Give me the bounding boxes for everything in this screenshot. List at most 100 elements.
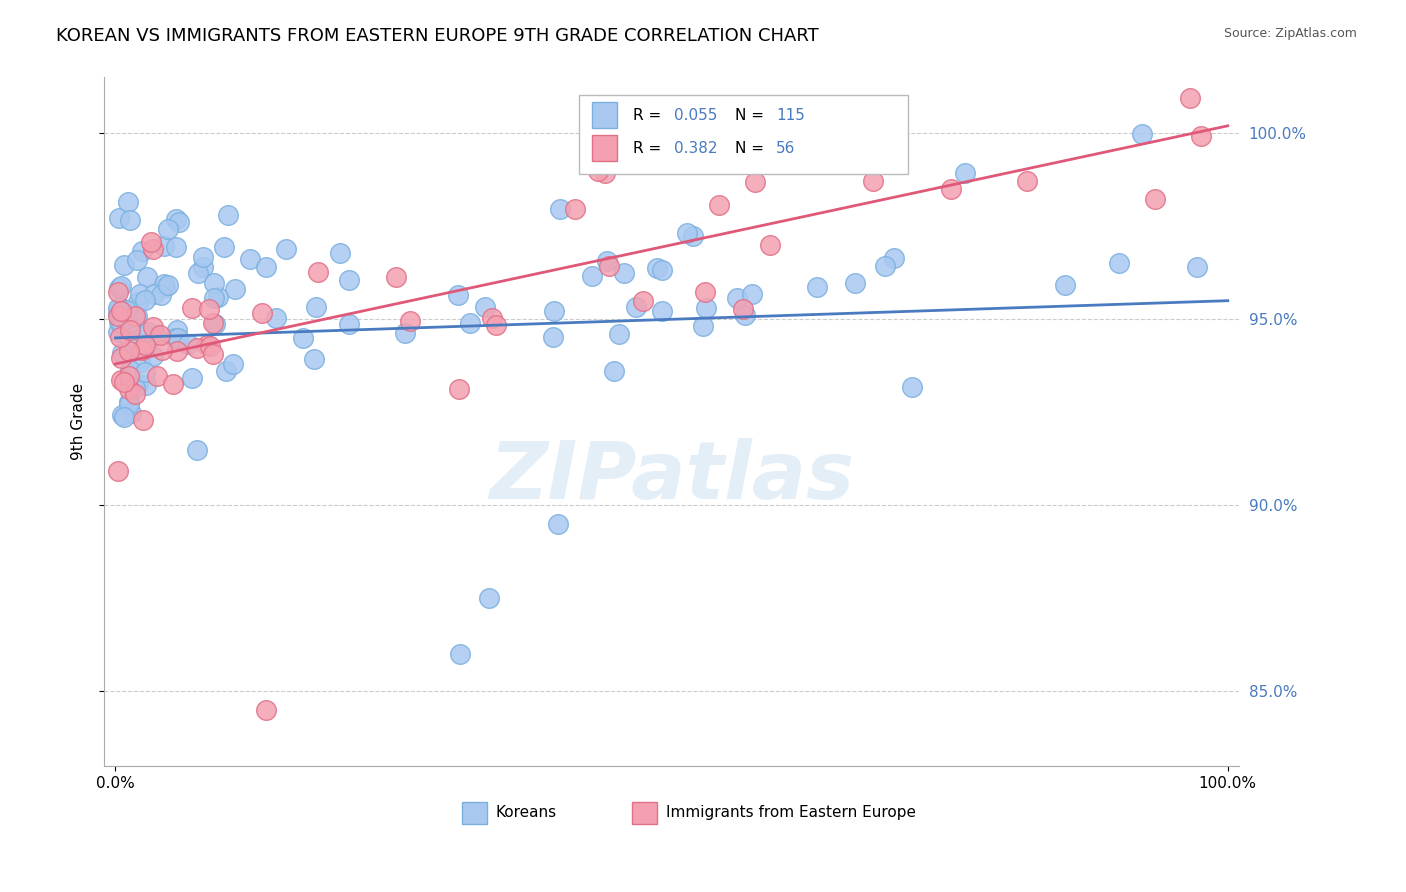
Text: 0.382: 0.382 — [673, 141, 717, 156]
Point — [110, 373, 132, 387]
Text: N =: N = — [735, 108, 769, 123]
Point — [120, 213, 142, 227]
Point — [125, 309, 148, 323]
Point — [207, 290, 229, 304]
Point — [733, 301, 755, 316]
Point — [180, 301, 202, 315]
FancyBboxPatch shape — [592, 136, 617, 161]
Point — [107, 309, 129, 323]
Point — [598, 259, 620, 273]
Point — [394, 326, 416, 340]
Point — [124, 387, 146, 401]
Point — [543, 303, 565, 318]
Point — [1132, 128, 1154, 142]
Point — [131, 343, 153, 357]
Point — [124, 381, 146, 395]
Point — [193, 260, 215, 275]
Point — [115, 312, 138, 326]
Point — [548, 202, 571, 216]
Point — [204, 318, 226, 332]
Point — [305, 300, 328, 314]
Point — [127, 253, 149, 268]
Point — [695, 301, 717, 316]
Point — [111, 409, 134, 423]
Point — [134, 365, 156, 379]
Point — [197, 301, 219, 316]
Point — [141, 235, 163, 250]
Point — [460, 316, 482, 330]
FancyBboxPatch shape — [631, 802, 657, 823]
Point — [118, 344, 141, 359]
Point — [107, 281, 129, 295]
Point — [449, 647, 471, 661]
Point — [134, 293, 156, 307]
Point — [132, 413, 155, 427]
Point — [165, 212, 187, 227]
Point — [118, 330, 141, 344]
Point — [129, 324, 152, 338]
Point — [695, 285, 717, 299]
Point — [883, 251, 905, 265]
Point — [593, 166, 616, 180]
Point — [725, 291, 748, 305]
Point — [177, 337, 200, 351]
Point — [676, 226, 699, 240]
Point — [156, 222, 179, 236]
Point — [112, 409, 135, 424]
Point — [117, 382, 139, 396]
Point — [153, 280, 176, 294]
Text: N =: N = — [735, 141, 769, 156]
Point — [1180, 91, 1202, 105]
Point — [873, 259, 896, 273]
Point — [1185, 260, 1208, 274]
Point — [254, 703, 277, 717]
Point — [692, 318, 714, 333]
Point — [337, 273, 360, 287]
Text: Koreans: Koreans — [496, 805, 557, 820]
Point — [485, 318, 508, 332]
Point — [112, 258, 135, 272]
Point — [254, 260, 277, 274]
Text: Source: ZipAtlas.com: Source: ZipAtlas.com — [1223, 27, 1357, 40]
Point — [744, 175, 766, 189]
Text: 0.055: 0.055 — [673, 108, 717, 123]
Point — [1053, 278, 1076, 293]
Point — [1108, 256, 1130, 270]
Point — [1017, 174, 1039, 188]
Point — [107, 464, 129, 478]
Point — [181, 371, 204, 385]
Y-axis label: 9th Grade: 9th Grade — [72, 383, 86, 460]
Point — [120, 323, 142, 337]
Point — [215, 364, 238, 378]
Point — [143, 287, 166, 301]
Point — [481, 310, 503, 325]
Point — [114, 311, 136, 326]
Point — [145, 369, 167, 384]
Point — [474, 300, 496, 314]
Point — [446, 287, 468, 301]
Point — [631, 294, 654, 309]
Point — [274, 242, 297, 256]
Point — [108, 300, 131, 314]
Point — [224, 282, 246, 296]
Point — [603, 364, 626, 378]
Point — [150, 343, 173, 358]
Point — [291, 331, 314, 345]
Point — [307, 265, 329, 279]
Point — [128, 355, 150, 369]
Point — [682, 228, 704, 243]
Point — [124, 309, 146, 323]
Text: 115: 115 — [776, 108, 804, 123]
Point — [186, 341, 208, 355]
Point — [626, 300, 648, 314]
Text: KOREAN VS IMMIGRANTS FROM EASTERN EUROPE 9TH GRADE CORRELATION CHART: KOREAN VS IMMIGRANTS FROM EASTERN EUROPE… — [56, 27, 818, 45]
Point — [202, 276, 225, 290]
Point — [264, 310, 287, 325]
Point — [108, 211, 131, 225]
Point — [131, 244, 153, 258]
Point — [127, 294, 149, 309]
Point — [166, 331, 188, 345]
Point — [110, 303, 132, 318]
Point — [150, 288, 173, 302]
Point — [191, 251, 214, 265]
